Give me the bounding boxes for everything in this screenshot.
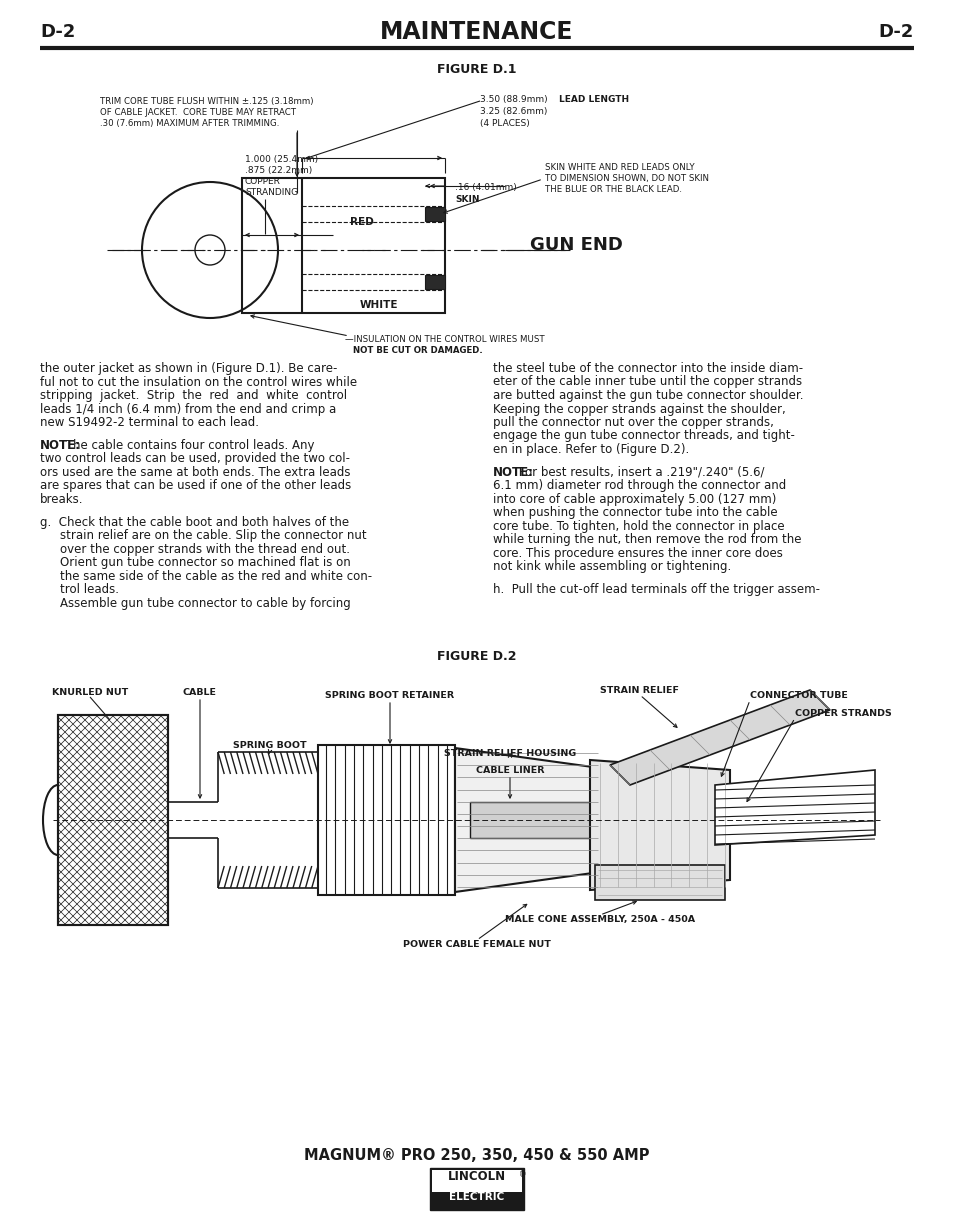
- Text: TO DIMENSION SHOWN, DO NOT SKIN: TO DIMENSION SHOWN, DO NOT SKIN: [544, 174, 708, 183]
- Text: NOTE:: NOTE:: [40, 439, 81, 452]
- Text: —INSULATION ON THE CONTROL WIRES MUST: —INSULATION ON THE CONTROL WIRES MUST: [345, 335, 544, 344]
- Text: GUN END: GUN END: [530, 236, 622, 254]
- Text: CABLE LINER: CABLE LINER: [476, 766, 543, 775]
- Text: MAINTENANCE: MAINTENANCE: [380, 20, 573, 44]
- Text: STRAIN RELIEF: STRAIN RELIEF: [599, 686, 679, 694]
- Polygon shape: [595, 865, 724, 899]
- Text: g.  Check that the cable boot and both halves of the: g. Check that the cable boot and both ha…: [40, 515, 349, 529]
- Text: TRIM CORE TUBE FLUSH WITHIN ±.125 (3.18mm): TRIM CORE TUBE FLUSH WITHIN ±.125 (3.18m…: [100, 97, 314, 106]
- Text: COPPER STRANDS: COPPER STRANDS: [794, 709, 891, 718]
- Text: WHITE: WHITE: [359, 299, 397, 309]
- Text: POWER CABLE FEMALE NUT: POWER CABLE FEMALE NUT: [402, 940, 551, 948]
- Text: MALE CONE ASSEMBLY, 250A - 450A: MALE CONE ASSEMBLY, 250A - 450A: [504, 915, 695, 924]
- Text: core. This procedure ensures the inner core does: core. This procedure ensures the inner c…: [493, 547, 782, 560]
- Text: .16 (4.01mm): .16 (4.01mm): [455, 183, 517, 191]
- Text: are spares that can be used if one of the other leads: are spares that can be used if one of th…: [40, 480, 351, 492]
- Text: over the copper strands with the thread end out.: over the copper strands with the thread …: [60, 542, 350, 556]
- Bar: [432, 1171, 521, 1191]
- Text: D-2: D-2: [878, 23, 913, 40]
- Text: Keeping the copper strands against the shoulder,: Keeping the copper strands against the s…: [493, 402, 785, 416]
- Bar: [317, 745, 455, 894]
- Polygon shape: [455, 748, 599, 892]
- Text: ®: ®: [518, 1171, 526, 1179]
- Text: For best results, insert a .219"/.240" (5.6/: For best results, insert a .219"/.240" (…: [515, 466, 763, 479]
- Text: NOT BE CUT OR DAMAGED.: NOT BE CUT OR DAMAGED.: [353, 346, 482, 355]
- Text: the outer jacket as shown in (Figure D.1). Be care-: the outer jacket as shown in (Figure D.1…: [40, 362, 337, 375]
- Text: eter of the cable inner tube until the copper strands: eter of the cable inner tube until the c…: [493, 375, 801, 389]
- Text: CONNECTOR TUBE: CONNECTOR TUBE: [749, 691, 847, 699]
- Text: .30 (7.6mm) MAXIMUM AFTER TRIMMING.: .30 (7.6mm) MAXIMUM AFTER TRIMMING.: [100, 119, 279, 128]
- Text: FIGURE D.2: FIGURE D.2: [436, 650, 517, 663]
- Text: en in place. Refer to (Figure D.2).: en in place. Refer to (Figure D.2).: [493, 443, 688, 456]
- Text: the same side of the cable as the red and white con-: the same side of the cable as the red an…: [60, 569, 372, 583]
- Text: 3.50 (88.9mm): 3.50 (88.9mm): [479, 94, 547, 104]
- Text: two control leads can be used, provided the two col-: two control leads can be used, provided …: [40, 453, 350, 465]
- Text: into core of cable approximately 5.00 (127 mm): into core of cable approximately 5.00 (1…: [493, 493, 776, 506]
- Text: strain relief are on the cable. Slip the connector nut: strain relief are on the cable. Slip the…: [60, 529, 366, 542]
- Text: are butted against the gun tube connector shoulder.: are butted against the gun tube connecto…: [493, 389, 802, 402]
- Text: h.  Pull the cut-off lead terminals off the trigger assem-: h. Pull the cut-off lead terminals off t…: [493, 583, 820, 596]
- Text: ful not to cut the insulation on the control wires while: ful not to cut the insulation on the con…: [40, 375, 356, 389]
- Text: when pushing the connector tube into the cable: when pushing the connector tube into the…: [493, 507, 777, 519]
- Text: while turning the nut, then remove the rod from the: while turning the nut, then remove the r…: [493, 534, 801, 546]
- Text: CABLE: CABLE: [183, 688, 216, 697]
- Polygon shape: [589, 760, 729, 890]
- Text: STRAIN RELIEF HOUSING: STRAIN RELIEF HOUSING: [443, 748, 576, 758]
- Text: OF CABLE JACKET.  CORE TUBE MAY RETRACT: OF CABLE JACKET. CORE TUBE MAY RETRACT: [100, 108, 295, 117]
- Text: SPRING BOOT RETAINER: SPRING BOOT RETAINER: [325, 691, 454, 699]
- Text: .875 (22.2mm): .875 (22.2mm): [245, 166, 312, 175]
- Text: KNURLED NUT: KNURLED NUT: [51, 688, 128, 697]
- Text: SKIN: SKIN: [455, 195, 479, 204]
- Text: SKIN WHITE AND RED LEADS ONLY: SKIN WHITE AND RED LEADS ONLY: [544, 163, 694, 172]
- Text: FIGURE D.1: FIGURE D.1: [436, 63, 517, 76]
- Text: the steel tube of the connector into the inside diam-: the steel tube of the connector into the…: [493, 362, 802, 375]
- Text: The cable contains four control leads. Any: The cable contains four control leads. A…: [62, 439, 314, 452]
- Text: ors used are the same at both ends. The extra leads: ors used are the same at both ends. The …: [40, 466, 350, 479]
- Text: Assemble gun tube connector to cable by forcing: Assemble gun tube connector to cable by …: [60, 596, 351, 610]
- Text: MAGNUM® PRO 250, 350, 450 & 550 AMP: MAGNUM® PRO 250, 350, 450 & 550 AMP: [304, 1148, 649, 1163]
- Bar: [424, 207, 444, 221]
- Text: stripping  jacket.  Strip  the  red  and  white  control: stripping jacket. Strip the red and whit…: [40, 389, 347, 402]
- Text: THE BLUE OR THE BLACK LEAD.: THE BLUE OR THE BLACK LEAD.: [544, 185, 681, 194]
- Text: engage the gun tube connector threads, and tight-: engage the gun tube connector threads, a…: [493, 429, 794, 443]
- Text: STRANDING: STRANDING: [245, 188, 297, 198]
- Text: D-2: D-2: [40, 23, 75, 40]
- Text: LINCOLN: LINCOLN: [448, 1171, 505, 1183]
- Text: Orient gun tube connector so machined flat is on: Orient gun tube connector so machined fl…: [60, 556, 351, 569]
- Text: LEAD LENGTH: LEAD LENGTH: [558, 94, 628, 104]
- Text: (4 PLACES): (4 PLACES): [479, 119, 529, 128]
- Bar: [424, 275, 444, 288]
- Text: 1.000 (25.4mm): 1.000 (25.4mm): [245, 155, 317, 164]
- Text: leads 1/4 inch (6.4 mm) from the end and crimp a: leads 1/4 inch (6.4 mm) from the end and…: [40, 402, 335, 416]
- Polygon shape: [714, 771, 874, 845]
- Bar: [58, 715, 168, 925]
- Text: COPPER: COPPER: [245, 177, 280, 187]
- Bar: [430, 1168, 523, 1210]
- Bar: [242, 178, 444, 313]
- Text: RED: RED: [349, 217, 373, 227]
- Text: NOTE:: NOTE:: [493, 466, 534, 479]
- Text: 6.1 mm) diameter rod through the connector and: 6.1 mm) diameter rod through the connect…: [493, 480, 785, 492]
- Text: core tube. To tighten, hold the connector in place: core tube. To tighten, hold the connecto…: [493, 520, 783, 533]
- Text: not kink while assembling or tightening.: not kink while assembling or tightening.: [493, 561, 731, 573]
- Text: pull the connector nut over the copper strands,: pull the connector nut over the copper s…: [493, 416, 773, 429]
- Text: new S19492-2 terminal to each lead.: new S19492-2 terminal to each lead.: [40, 416, 258, 429]
- Text: trol leads.: trol leads.: [60, 583, 119, 596]
- Text: 3.25 (82.6mm): 3.25 (82.6mm): [479, 107, 547, 117]
- Polygon shape: [609, 690, 829, 785]
- Bar: [470, 802, 589, 838]
- Text: ELECTRIC: ELECTRIC: [449, 1191, 504, 1201]
- Text: SPRING BOOT: SPRING BOOT: [233, 741, 307, 750]
- Bar: [58, 715, 168, 925]
- Text: breaks.: breaks.: [40, 493, 84, 506]
